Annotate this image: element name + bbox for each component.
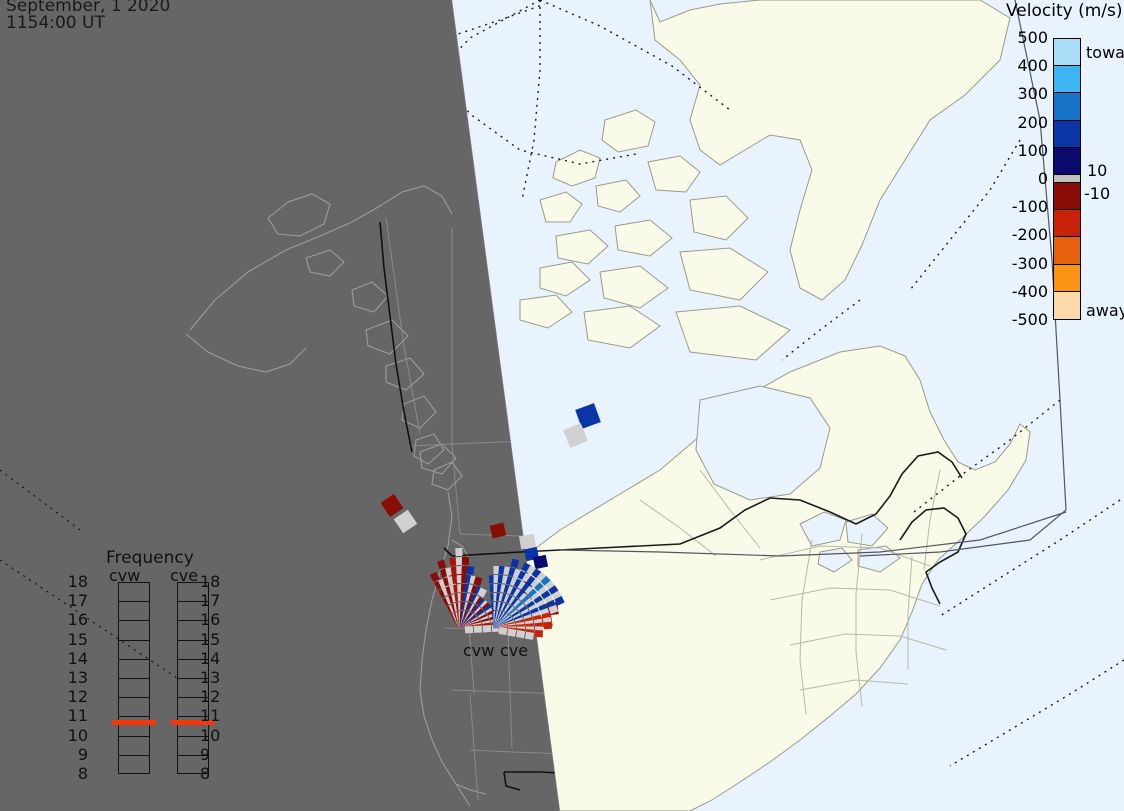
canada-usa-border (452, 451, 963, 557)
radar-beam-cell (482, 625, 492, 633)
radar-beam-cell (466, 566, 475, 575)
radar-cell (380, 493, 404, 518)
radar-beam-cell (455, 556, 464, 566)
radar-beam-cell (540, 575, 552, 587)
velocity-tick-label: -500 (1011, 310, 1048, 329)
velocity-band (1054, 120, 1080, 148)
radar-cell (518, 533, 537, 550)
velocity-tick-labels: 500 400 300 200 100 0 -100 -200 -300 -400 -500 (998, 26, 1048, 329)
projection-limb (859, 0, 1067, 557)
velocity-tick-label: 200 (1017, 112, 1048, 132)
radar-beam-cell (548, 604, 559, 615)
projection-limb-lower (559, 511, 1067, 557)
frequency-legend-title: Frequency (106, 548, 194, 568)
radar-beam-cell (429, 571, 440, 583)
radar-cell (575, 403, 601, 429)
greenland-landmass (649, 0, 1011, 301)
radar-beam-cell (530, 578, 541, 590)
velocity-band (1054, 210, 1080, 238)
velocity-tick-label: 400 (1017, 56, 1048, 76)
velocity-tick-label: 500 (1017, 28, 1048, 47)
radar-scatter-layer (380, 403, 601, 640)
radar-beam-cell (437, 559, 447, 570)
radar-beam-cell (533, 595, 545, 606)
solar-terminator (451, 0, 560, 811)
velocity-band (1054, 264, 1080, 292)
radar-beam-cell (527, 588, 539, 600)
radar-beam-cell (449, 557, 458, 567)
radar-beam-cell (518, 592, 530, 604)
radar-beam-cell (473, 576, 483, 587)
radar-beam-cell (530, 591, 542, 603)
radar-beam-cell (535, 626, 543, 634)
state-boundaries-day (639, 469, 947, 715)
radar-beam-cell (543, 621, 553, 630)
velocity-colorbar (1053, 38, 1081, 320)
radar-beam-cell (540, 590, 552, 601)
radar-beam-cell (531, 568, 542, 579)
radar-beam-cell (498, 626, 508, 636)
magnetic-grid-night (0, 469, 181, 681)
velocity-tick-label: 0 (1037, 169, 1048, 188)
radar-beam-cell (544, 580, 556, 591)
arctic-archipelago (519, 109, 791, 361)
velocity-band (1054, 147, 1080, 175)
radar-beam-cell (516, 630, 526, 639)
velocity-band (1054, 237, 1080, 265)
radar-cell (532, 554, 549, 570)
timestamp-time: 1154:00 UT (6, 13, 105, 33)
radar-beam-cell (548, 585, 559, 596)
magnetic-grid-day (452, 0, 1124, 767)
velocity-band (1054, 66, 1080, 94)
radar-beam-cell (524, 585, 536, 597)
north-america-landmass (452, 345, 1031, 811)
radar-beam-cell (477, 587, 488, 598)
velocity-band (1054, 174, 1080, 183)
radar-beam-cell (534, 582, 545, 593)
radar-beam-cell (554, 595, 565, 606)
radar-beam-cell (510, 558, 520, 569)
radar-cell (489, 522, 507, 539)
radar-beam-cell (461, 556, 470, 566)
velocity-band (1054, 93, 1080, 121)
timestamp: September, 1 2020 1154:00 UT (6, 0, 170, 32)
velocity-band (1054, 182, 1080, 211)
hudson-bay (695, 385, 831, 501)
velocity-legend-title: Velocity (m/s) (1006, 1, 1123, 21)
radar-beam-cell (464, 625, 474, 634)
radar-beam-cell (455, 547, 463, 557)
radar-beam-cell (526, 575, 537, 587)
velocity-tick-label: -100 (1011, 197, 1048, 217)
radar-beam-cell (473, 625, 483, 633)
west-coastlines (185, 185, 487, 807)
radar-beam-cell (534, 629, 544, 638)
radar-beam-cell (521, 582, 532, 594)
radar-cell (393, 509, 418, 534)
velocity-band (1054, 291, 1080, 319)
radar-beam-cell (524, 631, 535, 640)
velocity-tick-label: -200 (1011, 225, 1048, 245)
timestamp-date: September, 1 2020 (6, 0, 171, 16)
velocity-tick-label: 100 (1017, 140, 1048, 160)
velocity-tick-label: -300 (1011, 253, 1048, 273)
velocity-tick-label: -400 (1011, 281, 1048, 301)
radar-cell (563, 423, 588, 448)
radar-beam-cell (507, 628, 517, 637)
velocity-band (1054, 39, 1080, 67)
velocity-tick-label: 300 (1017, 84, 1048, 104)
radar-beam-cell (536, 571, 547, 583)
northeast-border (899, 507, 967, 605)
radar-beam-cell (537, 586, 549, 597)
